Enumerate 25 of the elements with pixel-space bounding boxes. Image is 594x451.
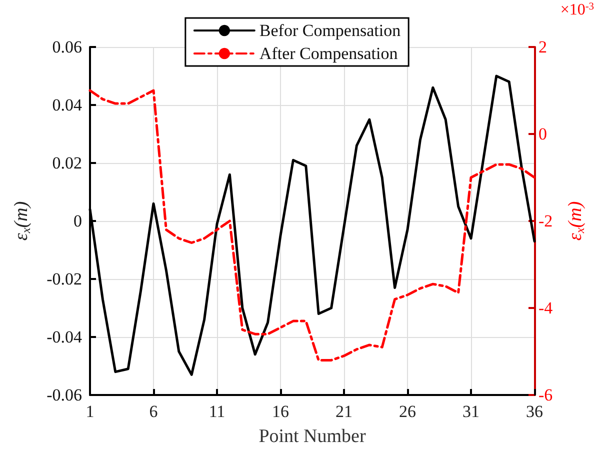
y-tick-label: 0.06: [52, 38, 82, 56]
y-tick-label: 0.04: [52, 96, 82, 114]
x-tick-label: 1: [86, 402, 94, 421]
y2-tick-label: 0: [538, 124, 547, 144]
x-tick-label: 36: [526, 402, 543, 421]
y-tick-label: 0.02: [52, 154, 82, 172]
x-tick-label: 6: [149, 402, 158, 421]
y2-tick-label: -4: [538, 298, 554, 318]
legend-label: Befor Compensation: [259, 21, 402, 40]
x-tick-label: 16: [272, 402, 289, 421]
y2-tick-label: -6: [538, 386, 553, 404]
y2-tick-label: -2: [538, 212, 553, 230]
y-tick-label: 0: [74, 212, 82, 230]
x-tick-label: 11: [208, 402, 226, 421]
x-tick-label: 26: [399, 402, 416, 421]
x-tick-label: 31: [462, 402, 480, 421]
y2-tick-label: 2: [538, 38, 547, 56]
y-tick-label: -0.06: [46, 386, 82, 404]
legend-label: After Compensation: [259, 44, 398, 63]
y2-axis-title: εx(m): [564, 201, 587, 241]
y-tick-label: -0.04: [46, 328, 82, 346]
x-axis-title: Point Number: [258, 426, 366, 447]
y-axis-title: εx(m): [10, 201, 33, 241]
y-tick-label: -0.02: [46, 270, 82, 288]
x-tick-label: 21: [336, 402, 352, 421]
